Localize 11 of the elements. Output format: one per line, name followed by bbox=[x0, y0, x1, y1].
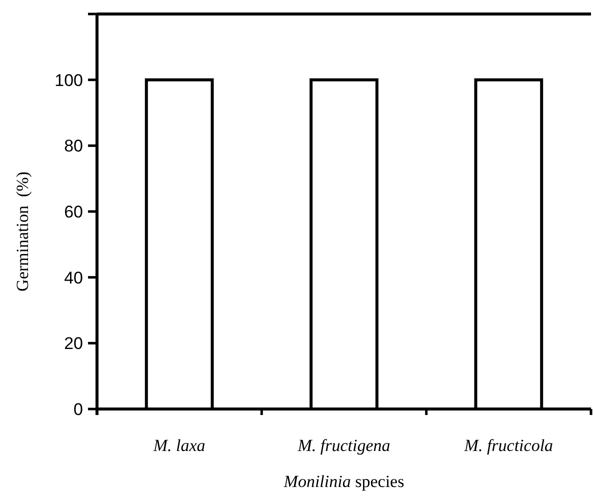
y-tick-label: 100 bbox=[54, 70, 83, 90]
y-tick-label: 60 bbox=[64, 202, 83, 222]
y-tick-label: 20 bbox=[64, 334, 83, 354]
x-tick-label: M. laxa bbox=[152, 436, 206, 455]
y-tick-label: 0 bbox=[74, 400, 83, 419]
x-axis-title: Monilinia species bbox=[282, 472, 404, 491]
y-axis-title: Germination (%) bbox=[13, 172, 32, 292]
y-tick-label: 80 bbox=[64, 136, 83, 156]
x-tick-label: M. fructicola bbox=[463, 436, 554, 455]
x-tick-label: M. fructigena bbox=[296, 436, 390, 455]
y-tick-label: 40 bbox=[64, 268, 83, 288]
